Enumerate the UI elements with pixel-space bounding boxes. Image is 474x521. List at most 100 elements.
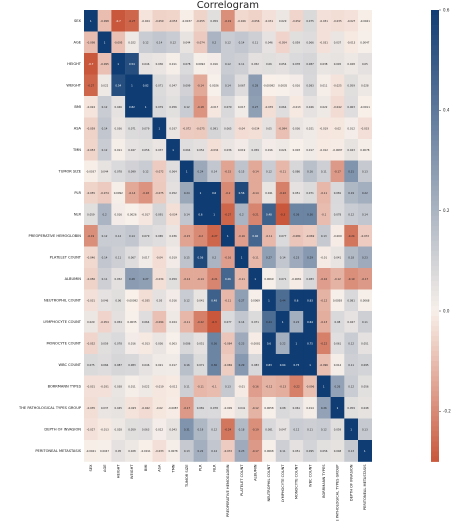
cell-value-label: -0.012 (169, 384, 178, 388)
heatmap-cell (179, 375, 194, 398)
y-tick-label: WBC COUNT (59, 363, 82, 367)
cell-value-label: 0.27 (239, 298, 245, 302)
heatmap-cell (193, 74, 208, 97)
heatmap-cell (316, 332, 331, 355)
cell-value-label: 0.15 (184, 255, 190, 259)
cell-value-label: 0.046 (142, 62, 150, 66)
cell-value-label: -0.0041 (86, 449, 96, 453)
cell-value-label: -0.096 (306, 384, 315, 388)
cell-value-label: 0.23 (362, 255, 368, 259)
heatmap-cell (152, 31, 167, 54)
cell-value-label: 0.064 (142, 320, 150, 324)
cell-value-label: 0.036 (169, 234, 177, 238)
cell-value-label: -0.22 (279, 191, 286, 195)
heatmap-cell (234, 74, 249, 97)
heatmap-cell (193, 96, 208, 118)
heatmap-cell (262, 311, 277, 333)
cell-value-label: 0.11 (102, 277, 108, 281)
heatmap-cell (166, 375, 181, 398)
heatmap-cell (84, 10, 98, 32)
cell-value-label: -0.22 (320, 341, 327, 345)
cell-value-label: 0.071 (306, 191, 314, 195)
colorbar-segment (431, 175, 439, 181)
colorbar-segment (431, 80, 439, 86)
heatmap-cell (97, 10, 112, 32)
heatmap-cell (221, 96, 235, 118)
heatmap-cell (138, 53, 153, 75)
cell-value-label: 0.23 (239, 449, 245, 453)
heatmap-cell (234, 203, 249, 226)
heatmap-cell (97, 31, 112, 54)
cell-value-label: 0.0078 (360, 148, 369, 152)
cell-value-label: -0.054 (100, 320, 109, 324)
cell-value-label: 0.087 (306, 62, 314, 66)
colorbar-segment (431, 85, 439, 91)
cell-value-label: 0.083 (306, 277, 314, 281)
cell-value-label: -0.17 (252, 449, 259, 453)
heatmap-cell (166, 354, 181, 376)
heatmap-cell (84, 268, 98, 290)
heatmap-cell (97, 74, 112, 97)
cell-value-label: -0.14 (197, 83, 204, 87)
heatmap-cell (289, 74, 304, 97)
heatmap-cell (166, 418, 181, 441)
heatmap-cell (275, 225, 290, 247)
cell-value-label: 0.83 (307, 298, 313, 302)
cell-value-label: 0.27 (252, 105, 258, 109)
heatmap-cell (221, 397, 235, 419)
cell-value-label: 0.028 (347, 62, 355, 66)
y-tick-label: NEUTROPHIL COUNT (44, 299, 82, 303)
cell-value-label: -0.27 (224, 212, 231, 216)
heatmap-cell (344, 418, 359, 441)
heatmap-cell (152, 10, 167, 32)
heatmap-cell (275, 139, 290, 161)
heatmap-cell (138, 418, 153, 441)
cell-value-label: 0.063 (142, 427, 150, 431)
heatmap-cell (138, 268, 153, 290)
colorbar-segment (431, 30, 439, 36)
heatmap-cell (344, 375, 359, 398)
heatmap-cell (234, 31, 249, 54)
colorbar-segment (431, 260, 439, 267)
heatmap-cell (275, 311, 290, 333)
heatmap-cell (138, 10, 153, 32)
cell-value-label: 0.046 (142, 363, 150, 367)
heatmap-cell (316, 418, 331, 441)
cell-value-label: -0.033 (155, 449, 164, 453)
cell-value-label: 1 (172, 148, 174, 152)
heatmap-cell (330, 74, 345, 97)
cell-value-label: 0.0092 (114, 191, 123, 195)
heatmap-cell (344, 311, 359, 333)
heatmap-cell (316, 139, 331, 161)
cell-value-label: 0.14 (362, 212, 368, 216)
heatmap-cell (248, 117, 263, 140)
cell-value-label: 0.11 (307, 427, 313, 431)
heatmap-cell (234, 289, 249, 312)
cell-value-label: 0.0068 (264, 449, 273, 453)
heatmap-cell (207, 354, 222, 376)
heatmap-cell (275, 289, 290, 312)
heatmap-cell (166, 182, 181, 204)
cell-value-label: 0.041 (265, 191, 273, 195)
cell-value-label: 0.05 (115, 449, 121, 453)
cell-value-label: -0.11 (279, 169, 286, 173)
cell-value-label: 0.31 (184, 427, 190, 431)
cell-value-label: -0.035 (87, 406, 96, 410)
cell-value-label: 0.087 (115, 363, 123, 367)
heatmap-cell (166, 268, 181, 290)
heatmap-cell (221, 332, 235, 355)
colorbar-segment (431, 90, 439, 96)
heatmap-cell (111, 31, 126, 54)
heatmap-cell (344, 160, 359, 183)
heatmap-cell (303, 117, 318, 140)
colorbar-segment (431, 190, 439, 197)
heatmap-cell (248, 418, 263, 441)
heatmap-cell (289, 332, 304, 355)
heatmap-cell (152, 225, 167, 247)
heatmap-cell (125, 31, 140, 54)
heatmap-cell (330, 182, 345, 204)
colorbar-segment (431, 165, 439, 171)
cell-value-label: 0.06 (115, 298, 121, 302)
x-tick-label: DEPTH OF INVASION (349, 464, 353, 501)
colorbar-segment (431, 300, 439, 307)
